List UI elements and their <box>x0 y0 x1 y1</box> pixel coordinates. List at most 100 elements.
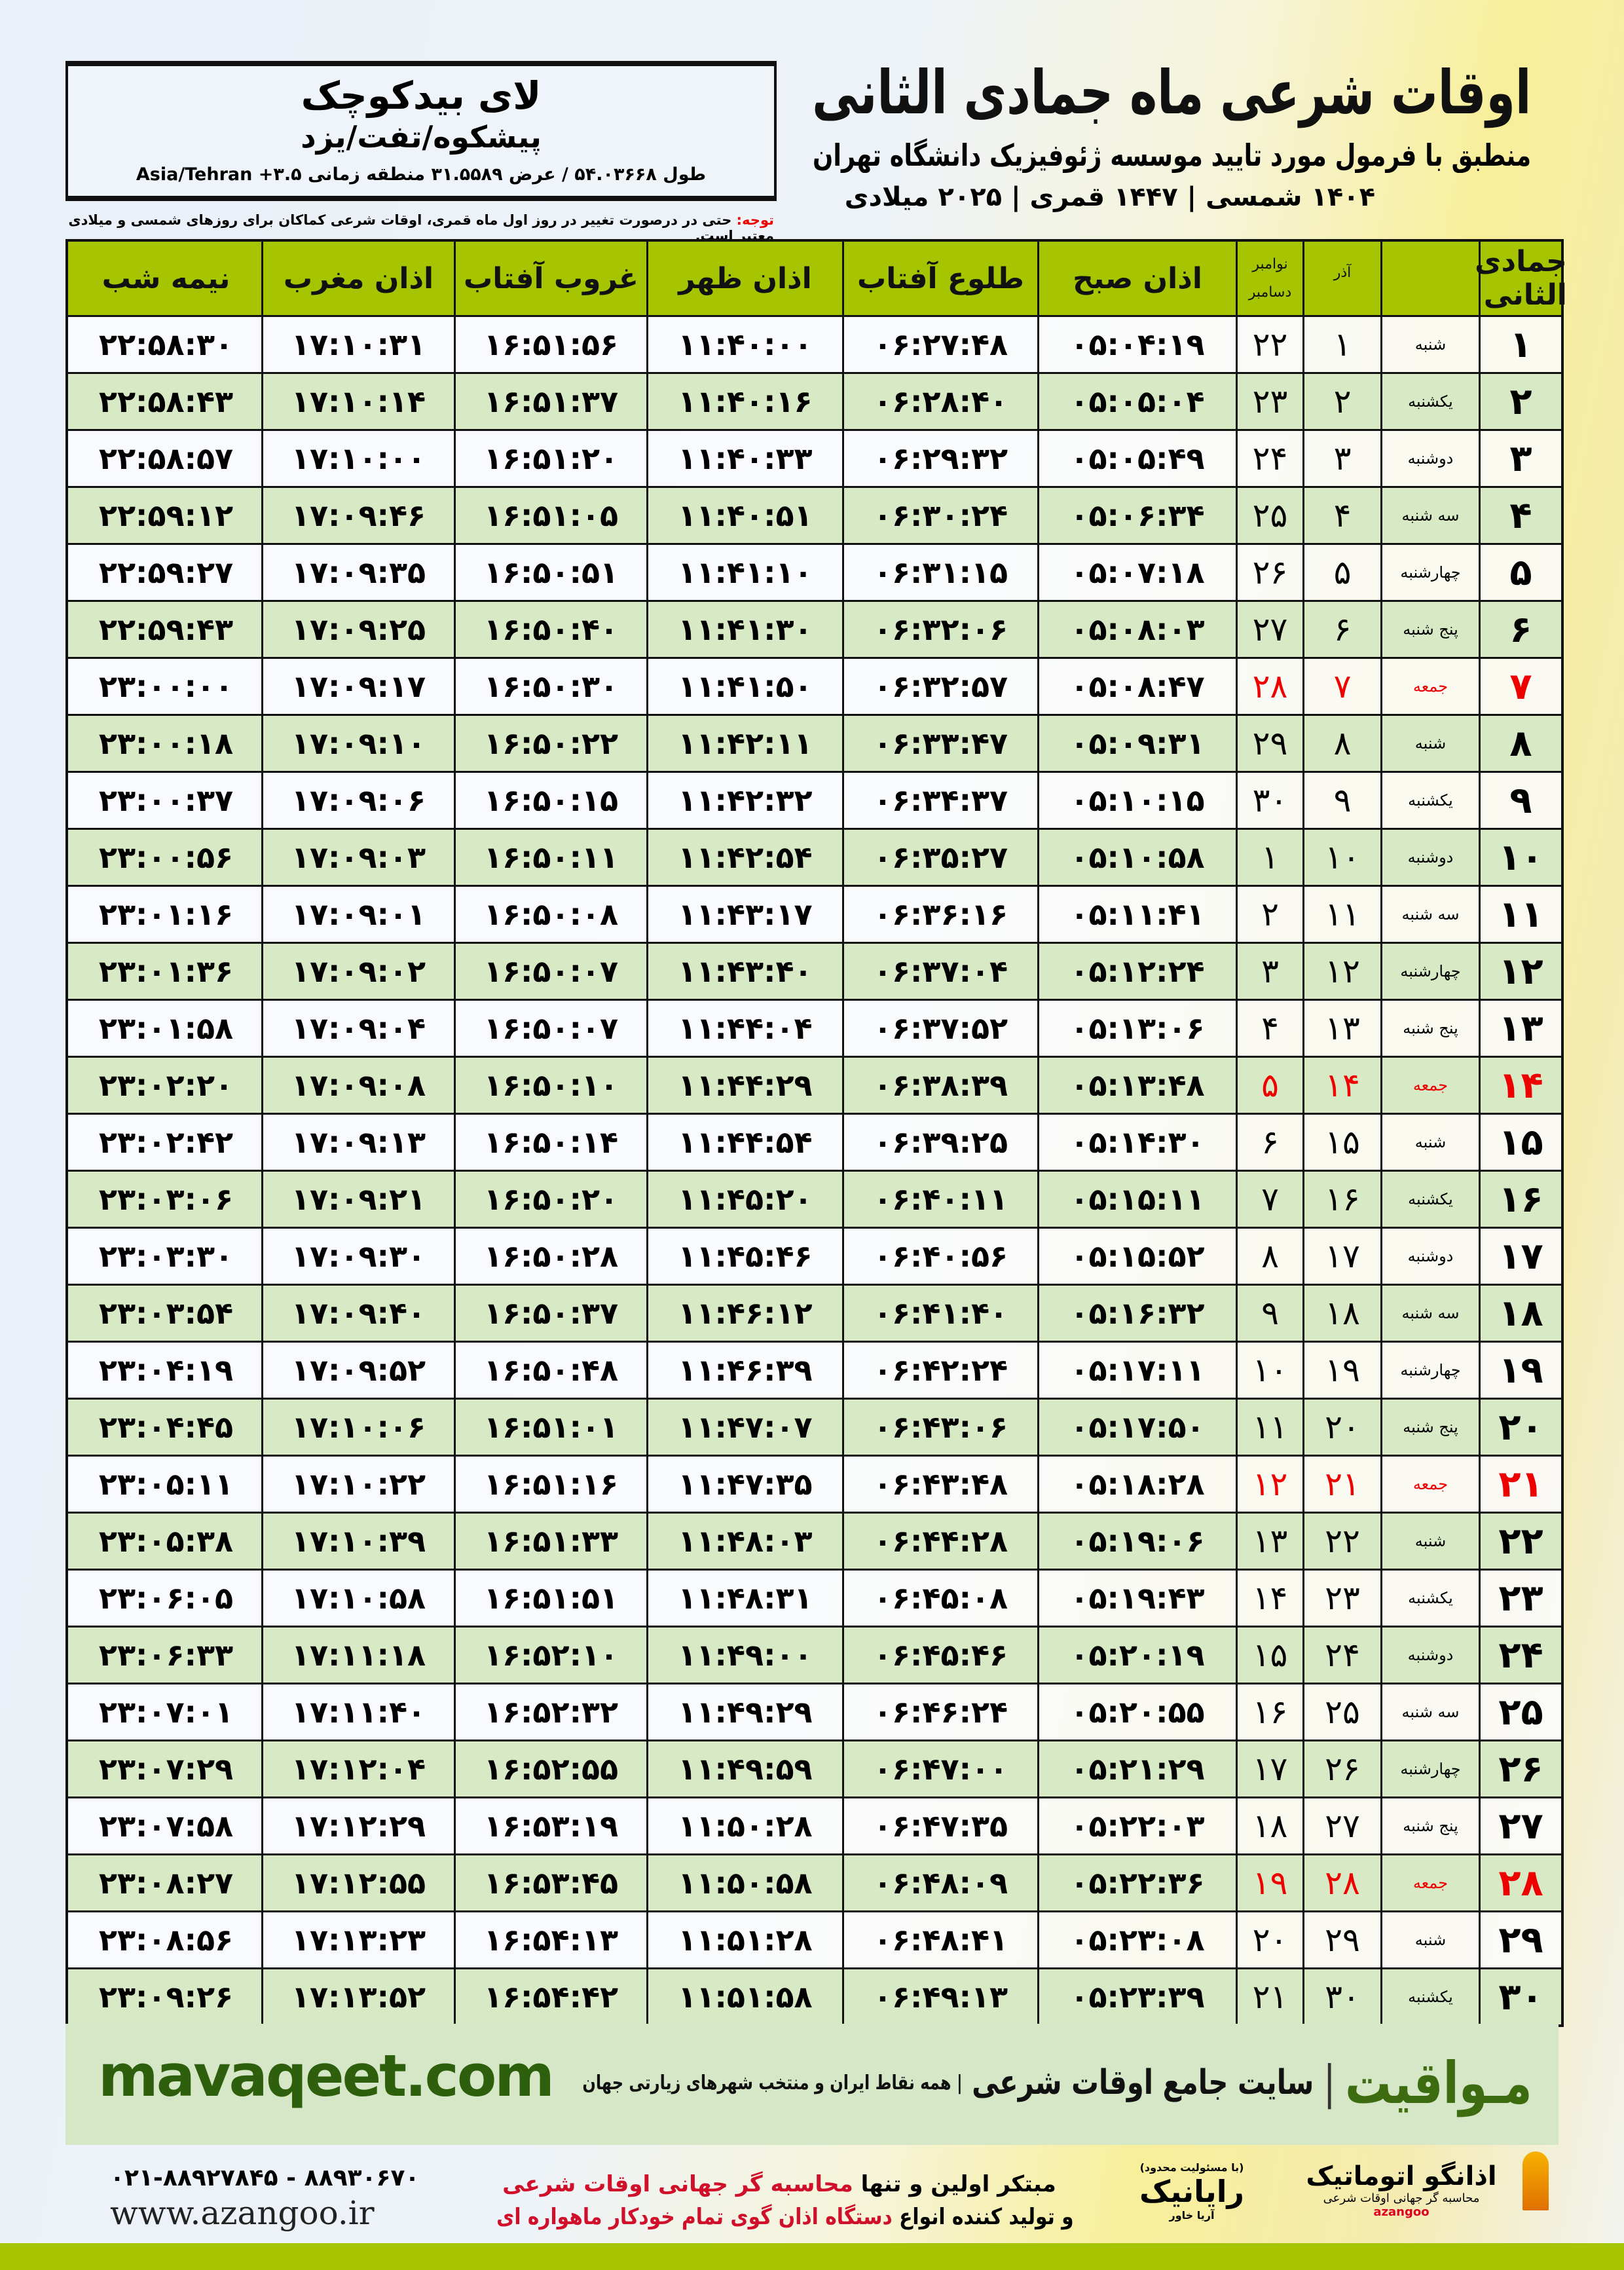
cell-sobh: ۰۵:۰۹:۳۱ <box>1037 716 1236 771</box>
cell-maghrib: ۱۷:۱۲:۲۹ <box>261 1798 454 1853</box>
table-row: ۱۸ سه شنبه ۱۸ ۹ ۰۵:۱۶:۳۲ ۰۶:۴۱:۴۰ ۱۱:۴۶:۱۲ ۱۶:۵… <box>68 1284 1561 1341</box>
table-row: ۱۹ چهارشنبه ۱۹ ۱۰ ۰۵:۱۷:۱۱ ۰۶:۴۲:۲۴ ۱۱:۴۶:۳۹ ۱۶… <box>68 1341 1561 1398</box>
cell-day: ۹ <box>1479 773 1561 828</box>
azangoo-link-wrap[interactable]: www.azangoo.ir <box>110 2194 464 2232</box>
table-row: ۵ چهارشنبه ۵ ۲۶ ۰۵:۰۷:۱۸ ۰۶:۳۱:۱۵ ۱۱:۴۱:۱۰ ۱۶:۵… <box>68 543 1561 600</box>
cell-ghorub: ۱۶:۵۱:۳۷ <box>454 374 646 429</box>
cell-weekday: شنبه <box>1380 1912 1479 1967</box>
cell-sobh: ۰۵:۱۰:۱۵ <box>1037 773 1236 828</box>
cell-nimeshab: ۲۳:۰۰:۰۰ <box>98 669 234 704</box>
table-row: ۸ شنبه ۸ ۲۹ ۰۵:۰۹:۳۱ ۰۶:۳۳:۴۷ ۱۱:۴۲:۱۱ ۱۶:۵۰:۲۲… <box>68 714 1561 771</box>
cell-gregorian: ۱۱ <box>1236 1400 1302 1455</box>
cell-tolu: ۰۶:۲۸:۴۰ <box>842 374 1037 429</box>
cell-sobh: ۰۵:۱۰:۵۸ <box>1037 830 1236 885</box>
azangoo-en: azangoo <box>1373 2205 1430 2219</box>
rayanik-small: (با مسئولیت محدود) <box>1139 2161 1244 2174</box>
header-sobh: اذان صبح <box>1037 242 1236 315</box>
cell-nimeshab: ۲۳:۰۳:۳۰ <box>98 1238 234 1274</box>
cell-maghrib: ۱۷:۱۰:۱۴ <box>261 374 454 429</box>
cell-day: ۴ <box>1479 488 1561 543</box>
cell-maghrib: ۱۷:۰۹:۰۴ <box>261 1001 454 1056</box>
rayanik-sub: آریا خاور <box>1169 2209 1215 2222</box>
cell-weekday: یکشنبه <box>1380 773 1479 828</box>
cell-gregorian: ۱۸ <box>1236 1798 1302 1853</box>
cell-zohr: ۱۱:۵۱:۲۸ <box>646 1912 842 1967</box>
cell-weekday: سه شنبه <box>1380 1684 1479 1740</box>
cell-ghorub: ۱۶:۵۴:۱۳ <box>454 1912 646 1967</box>
cell-weekday: شنبه <box>1380 716 1479 771</box>
prayer-times-table: جمادی الثانی آذر نوامبر دسامبر اذان صبح ط… <box>65 239 1567 2027</box>
cell-sobh: ۰۵:۰۵:۴۹ <box>1037 431 1236 486</box>
cell-weekday: دوشنبه <box>1380 830 1479 885</box>
coordinates: طول ۵۴.۰۳۶۶۸ / عرض ۳۱.۵۵۸۹ منطقه زمانی ۳… <box>136 164 707 185</box>
cell-zohr: ۱۱:۴۴:۲۹ <box>646 1058 842 1113</box>
cell-gregorian: ۲۶ <box>1236 545 1302 600</box>
table-row: ۱۲ چهارشنبه ۱۲ ۳ ۰۵:۱۲:۲۴ ۰۶:۳۷:۰۴ ۱۱:۴۳:۴۰ ۱۶:… <box>68 942 1561 999</box>
cell-zohr: ۱۱:۵۰:۲۸ <box>646 1798 842 1853</box>
cell-day: ۱۵ <box>1479 1115 1561 1170</box>
cell-tolu: ۰۶:۳۰:۲۴ <box>842 488 1037 543</box>
table-row: ۲۶ چهارشنبه ۲۶ ۱۷ ۰۵:۲۱:۲۹ ۰۶:۴۷:۰۰ ۱۱:۴۹:۵۹ ۱۶… <box>68 1740 1561 1796</box>
cell-azar: ۲۴ <box>1302 1628 1380 1683</box>
cell-nimeshab: ۲۲:۵۹:۴۳ <box>98 612 234 647</box>
header-azar: آذر <box>1302 242 1380 315</box>
site-link-wrap[interactable]: mavaqeet.com <box>98 2042 557 2110</box>
mosque-logo-icon <box>1522 2151 1549 2210</box>
cell-maghrib: ۱۷:۱۲:۰۴ <box>261 1741 454 1796</box>
cell-day: ۲۳ <box>1479 1571 1561 1626</box>
cell-day: ۱۳ <box>1479 1001 1561 1056</box>
cell-zohr: ۱۱:۴۰:۳۳ <box>646 431 842 486</box>
table-row: ۱۶ یکشنبه ۱۶ ۷ ۰۵:۱۵:۱۱ ۰۶:۴۰:۱۱ ۱۱:۴۵:۲۰ ۱۶:۵۰… <box>68 1170 1561 1227</box>
cell-day: ۲۴ <box>1479 1628 1561 1683</box>
cell-ghorub: ۱۶:۵۰:۰۷ <box>454 944 646 999</box>
cell-sobh: ۰۵:۲۰:۱۹ <box>1037 1628 1236 1683</box>
cell-day: ۱۲ <box>1479 944 1561 999</box>
header-azar-label: آذر <box>1333 264 1352 281</box>
cell-day: ۲۰ <box>1479 1400 1561 1455</box>
cell-zohr: ۱۱:۴۸:۰۳ <box>646 1514 842 1569</box>
cell-maghrib: ۱۷:۰۹:۱۰ <box>261 716 454 771</box>
azangoo-link[interactable]: www.azangoo.ir <box>110 2194 375 2232</box>
cell-tolu: ۰۶:۳۸:۳۹ <box>842 1058 1037 1113</box>
cell-gregorian: ۴ <box>1236 1001 1302 1056</box>
cell-weekday: چهارشنبه <box>1380 944 1479 999</box>
site-link[interactable]: mavaqeet.com <box>98 2042 555 2110</box>
promo-2b: دستگاه اذان گوی تمام خودکار ماهواره ای <box>496 2204 893 2230</box>
cell-azar: ۵ <box>1302 545 1380 600</box>
azangoo-logo: اذانگو اتوماتیک محاسبه گر جهانی اوقات شر… <box>1293 2161 1509 2219</box>
note-label: توجه: <box>736 212 774 228</box>
cell-maghrib: ۱۷:۰۹:۰۱ <box>261 887 454 942</box>
cell-day: ۲۸ <box>1479 1855 1561 1910</box>
mavaqeet-banner: مـواقیت | سایت جامع اوقات شرعی | همه نقا… <box>65 2024 1559 2145</box>
cell-weekday: چهارشنبه <box>1380 1343 1479 1398</box>
cell-sobh: ۰۵:۰۵:۰۴ <box>1037 374 1236 429</box>
cell-azar: ۷ <box>1302 659 1380 714</box>
cell-gregorian: ۲۴ <box>1236 431 1302 486</box>
cell-nimeshab: ۲۲:۵۸:۴۳ <box>98 384 234 419</box>
cell-weekday: یکشنبه <box>1380 1571 1479 1626</box>
cell-maghrib: ۱۷:۰۹:۰۸ <box>261 1058 454 1113</box>
cell-sobh: ۰۵:۱۲:۲۴ <box>1037 944 1236 999</box>
table-header: جمادی الثانی آذر نوامبر دسامبر اذان صبح ط… <box>68 242 1567 315</box>
promo-1b: محاسبه گر جهانی اوقات شرعی <box>502 2171 853 2197</box>
cell-tolu: ۰۶:۴۵:۰۸ <box>842 1571 1037 1626</box>
cell-tolu: ۰۶:۳۲:۵۷ <box>842 659 1037 714</box>
cell-tolu: ۰۶:۴۸:۴۱ <box>842 1912 1037 1967</box>
cell-day: ۱۷ <box>1479 1229 1561 1284</box>
cell-weekday: یکشنبه <box>1380 1172 1479 1227</box>
cell-sobh: ۰۵:۲۲:۳۶ <box>1037 1855 1236 1910</box>
cell-nimeshab: ۲۳:۰۰:۵۶ <box>98 840 234 875</box>
cell-tolu: ۰۶:۴۱:۴۰ <box>842 1286 1037 1341</box>
cell-day: ۲۶ <box>1479 1741 1561 1796</box>
cell-zohr: ۱۱:۴۰:۰۰ <box>646 317 842 372</box>
cell-sobh: ۰۵:۱۹:۰۶ <box>1037 1514 1236 1569</box>
cell-zohr: ۱۱:۴۰:۵۱ <box>646 488 842 543</box>
cell-sobh: ۰۵:۱۵:۵۲ <box>1037 1229 1236 1284</box>
cell-maghrib: ۱۷:۱۰:۳۱ <box>261 317 454 372</box>
cell-gregorian: ۸ <box>1236 1229 1302 1284</box>
cell-maghrib: ۱۷:۱۲:۵۵ <box>261 1855 454 1910</box>
cell-tolu: ۰۶:۴۷:۰۰ <box>842 1741 1037 1796</box>
cell-nimeshab: ۲۳:۰۷:۰۱ <box>98 1694 234 1730</box>
table-row: ۲۱ جمعه ۲۱ ۱۲ ۰۵:۱۸:۲۸ ۰۶:۴۳:۴۸ ۱۱:۴۷:۳۵ ۱۶:۵۱:… <box>68 1455 1561 1512</box>
cell-nimeshab: ۲۲:۵۸:۵۷ <box>98 441 234 476</box>
